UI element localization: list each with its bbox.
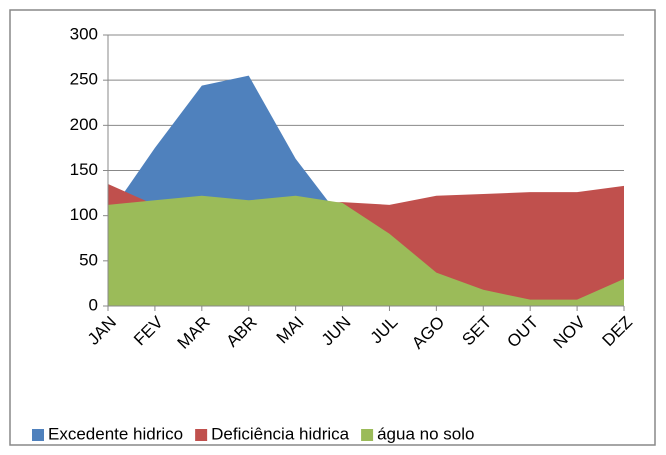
- y-tick-label: 200: [70, 115, 98, 134]
- legend-swatch: [32, 429, 44, 441]
- area: [108, 195, 624, 306]
- y-tick-label: 250: [70, 70, 98, 89]
- y-tick-label: 100: [70, 205, 98, 224]
- legend-label: água no solo: [377, 424, 474, 443]
- y-tick-label: 150: [70, 160, 98, 179]
- y-tick-label: 300: [70, 24, 98, 43]
- legend-label: Deficiência hidrica: [211, 424, 349, 443]
- legend-swatch: [195, 429, 208, 441]
- y-tick-label: 50: [79, 250, 98, 269]
- legend-label: Excedente hidrico: [48, 424, 183, 443]
- y-tick-label: 0: [89, 295, 98, 314]
- legend-swatch: [361, 429, 374, 441]
